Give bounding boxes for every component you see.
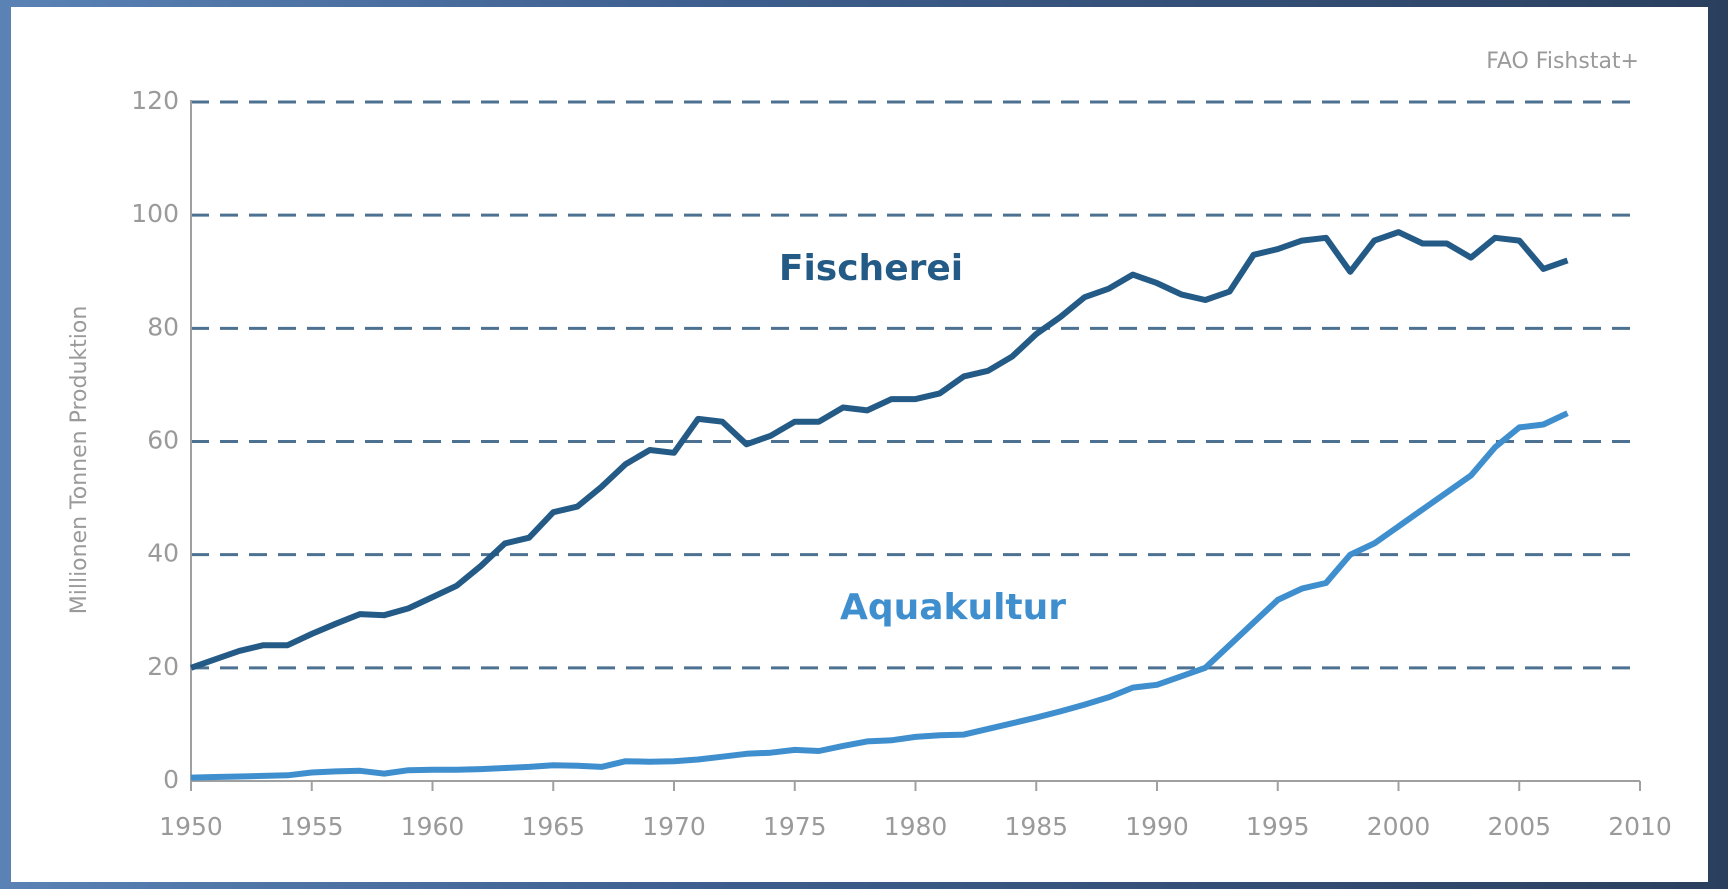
x-tick-label: 1995 xyxy=(1246,812,1310,841)
series-label: Aquakultur xyxy=(840,587,1066,628)
x-tick-label: 1980 xyxy=(884,812,948,841)
x-tick-label: 1985 xyxy=(1004,812,1068,841)
y-tick-label: 0 xyxy=(163,765,179,794)
y-tick-label: 40 xyxy=(147,539,179,568)
x-tick-label: 1965 xyxy=(521,812,585,841)
x-tick-label: 1970 xyxy=(642,812,706,841)
series-line xyxy=(190,229,1569,671)
x-tick-label: 1950 xyxy=(159,812,223,841)
y-tick-label: 20 xyxy=(147,652,179,681)
y-axis-label: Millionen Tonnen Produktion xyxy=(67,306,92,615)
series-label: Fischerei xyxy=(779,248,963,289)
series-line xyxy=(190,410,1569,781)
x-tick-label: 1975 xyxy=(763,812,827,841)
x-tick-label: 1990 xyxy=(1125,812,1189,841)
x-tick-label: 2005 xyxy=(1487,812,1551,841)
y-tick-label: 100 xyxy=(131,199,179,228)
source: FAO Fishstat+ xyxy=(1486,49,1639,74)
y-tick-label: 120 xyxy=(131,86,179,115)
x-tick-label: 2010 xyxy=(1608,812,1672,841)
x-tick-label: 2000 xyxy=(1367,812,1431,841)
y-tick-label: 80 xyxy=(147,312,179,341)
x-tick-label: 1955 xyxy=(280,812,344,841)
chart-panel xyxy=(11,7,1708,882)
x-tick-label: 1960 xyxy=(401,812,465,841)
y-tick-label: 60 xyxy=(147,426,179,455)
